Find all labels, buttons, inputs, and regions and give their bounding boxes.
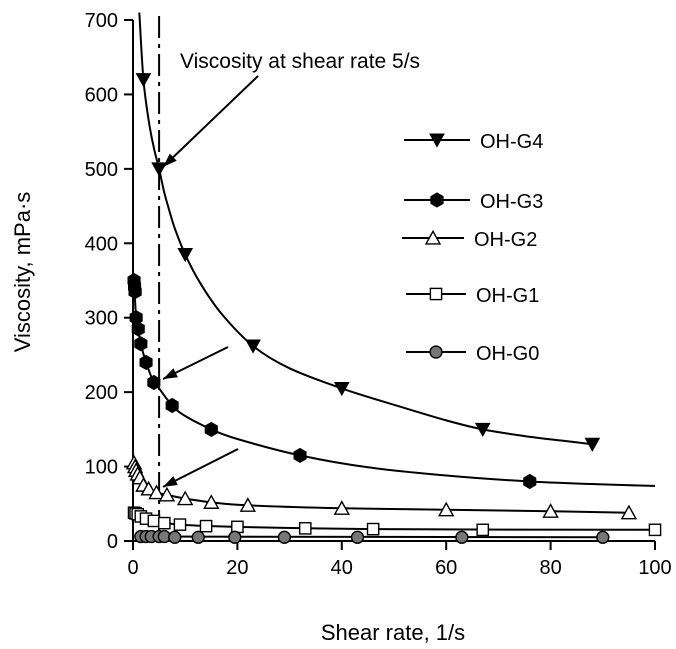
legend: OH-G4 OH-G3 OH-G2 OH-G1 OH-G0: [402, 131, 543, 365]
y-tick-label: 300: [85, 308, 118, 330]
data-point: [135, 73, 152, 88]
data-point: [177, 490, 194, 506]
data-point: [438, 501, 455, 517]
x-tick-label: 80: [539, 557, 561, 579]
arrow-shaft: [162, 448, 239, 488]
annotation-arrow: [162, 75, 259, 168]
series-OH-G1: [127, 506, 662, 537]
data-point: [204, 421, 218, 437]
data-point: [277, 530, 292, 544]
legend-item-OH-G2: OH-G2: [402, 229, 537, 251]
annotation-arrow: [162, 448, 239, 488]
data-point: [245, 339, 261, 354]
y-axis-label: Viscosity, mPa·s: [10, 192, 35, 353]
data-point: [140, 480, 157, 496]
data-point: [523, 473, 537, 490]
data-point: [333, 381, 350, 397]
data-point: [298, 522, 312, 535]
series-OH-G4: [135, 12, 601, 452]
data-point: [134, 336, 148, 352]
legend-label: OH-G0: [476, 343, 539, 365]
series-OH-G0: [134, 529, 610, 544]
annotation-arrow: [162, 346, 229, 380]
y-tick-label: 0: [107, 531, 118, 553]
data-point: [199, 519, 213, 533]
data-point: [429, 287, 443, 301]
series-line: [140, 535, 603, 539]
legend-item-OH-G0: OH-G0: [406, 343, 539, 365]
y-tick-label: 200: [85, 382, 118, 404]
data-point: [476, 523, 490, 537]
data-point: [168, 530, 182, 544]
data-point: [131, 321, 145, 337]
data-point: [429, 345, 443, 359]
data-point: [350, 530, 365, 544]
data-point: [158, 516, 171, 530]
arrow-shaft: [162, 75, 259, 168]
arrow-head: [163, 368, 178, 379]
data-point: [293, 447, 307, 463]
legend-item-OH-G3: OH-G3: [404, 191, 543, 213]
y-tick-label: 600: [85, 84, 118, 106]
data-point: [429, 133, 445, 148]
data-point: [455, 530, 469, 544]
x-tick-label: 100: [638, 557, 671, 579]
x-tick-label: 20: [226, 557, 248, 579]
data-point: [147, 514, 161, 528]
annotation-arrows: [162, 75, 259, 488]
series-group: [125, 12, 662, 544]
data-point: [366, 522, 380, 536]
y-tick-label: 500: [85, 159, 118, 181]
data-point: [139, 354, 153, 370]
data-point: [128, 284, 142, 300]
data-point: [648, 523, 662, 537]
data-point: [173, 518, 187, 531]
data-point: [430, 192, 444, 208]
y-tick-label: 100: [85, 457, 118, 479]
series-line: [133, 280, 656, 487]
legend-label: OH-G4: [480, 131, 543, 153]
axes: 0 20 40 60 80 100 0 100 200 300 400 500 600 700: [85, 10, 672, 579]
legend-item-OH-G4: OH-G4: [404, 131, 543, 153]
arrow-head: [163, 476, 178, 487]
annotation-text: Viscosity at shear rate 5/s: [180, 50, 420, 73]
data-point: [191, 530, 205, 544]
legend-label: OH-G3: [480, 191, 543, 213]
data-point: [474, 422, 491, 438]
data-point: [542, 503, 559, 518]
y-tick-label: 400: [85, 233, 118, 255]
data-point: [424, 229, 442, 245]
data-point: [333, 500, 350, 515]
arrow-head: [163, 153, 177, 167]
data-point: [584, 437, 601, 452]
data-point: [620, 504, 638, 520]
legend-label: OH-G2: [474, 229, 537, 251]
data-point: [158, 486, 176, 502]
series-OH-G3: [127, 272, 656, 490]
data-point: [165, 397, 179, 414]
x-axis-label: Shear rate, 1/s: [321, 620, 465, 645]
x-tick-label: 0: [127, 557, 138, 579]
y-tick-label: 700: [85, 10, 118, 32]
data-point: [147, 374, 161, 391]
legend-label: OH-G1: [476, 285, 539, 307]
series-OH-G2: [125, 454, 638, 520]
x-tick-label: 60: [435, 557, 457, 579]
data-point: [239, 497, 257, 512]
x-tick-label: 40: [331, 557, 353, 579]
data-point: [228, 530, 242, 544]
data-point: [148, 484, 165, 500]
data-point: [203, 494, 220, 509]
data-point: [177, 248, 194, 263]
data-point: [596, 530, 610, 544]
legend-item-OH-G1: OH-G1: [406, 285, 539, 307]
